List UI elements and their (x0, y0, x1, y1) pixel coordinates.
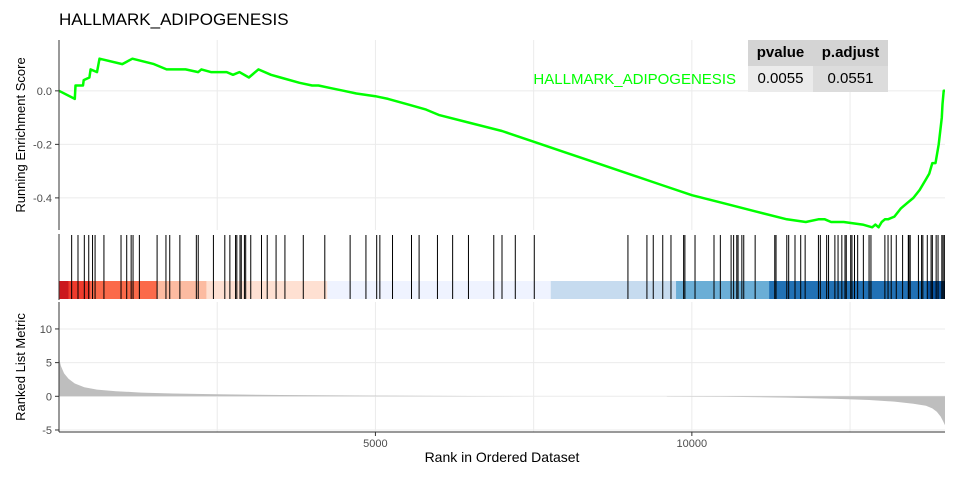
enrichment-score-panel (58, 57, 945, 229)
rank-color-band (90, 281, 158, 299)
rank-color-band (68, 281, 91, 299)
grid-lines (59, 40, 945, 432)
y-tick-label: 5 (46, 358, 52, 370)
y-tick-label: -0.2 (33, 139, 52, 151)
ranked-metric-panel (59, 357, 945, 426)
x-axis-title: Rank in Ordered Dataset (425, 449, 580, 465)
rank-color-band (59, 281, 69, 299)
padjust-header: p.adjust (813, 40, 888, 66)
y-axis-title: Running Enrichment Score (13, 57, 28, 212)
chart-title: HALLMARK_ADIPOGENESIS (59, 10, 289, 29)
rank-color-band (327, 281, 551, 299)
table-row-label: HALLMARK_ADIPOGENESIS (533, 71, 736, 88)
rank-color-band (769, 281, 928, 299)
gene-hit-panel (59, 235, 945, 299)
rank-color-band (676, 281, 770, 299)
y-tick-label: 0 (46, 391, 52, 403)
y-tick-label: -5 (42, 425, 52, 437)
ranked-metric-area (59, 357, 945, 426)
padjust-cell: 0.0551 (813, 66, 888, 92)
pvalue-cell: 0.0055 (748, 66, 813, 92)
stats-table-row: 0.0055 0.0551 (748, 66, 888, 92)
y-tick-label: -0.4 (33, 193, 52, 205)
x-tick-label: 5000 (363, 438, 387, 450)
y-tick-label: 10 (40, 324, 52, 336)
x-tick-label: 10000 (677, 438, 708, 450)
running-enrichment-curve (58, 57, 945, 229)
stats-table: pvalue p.adjust 0.0055 0.0551 (748, 40, 888, 92)
rank-color-band (157, 281, 207, 299)
rank-color-band (550, 281, 677, 299)
pvalue-header: pvalue (748, 40, 813, 66)
axes: 0.0 -0.2 -0.4 10 5 0 -5 5000 10000 Running Enrich… (13, 40, 945, 465)
y-tick-label: 0.0 (37, 86, 52, 98)
y-axis-title: Ranked List Metric (13, 313, 28, 421)
stats-table-header: pvalue p.adjust (748, 40, 888, 66)
